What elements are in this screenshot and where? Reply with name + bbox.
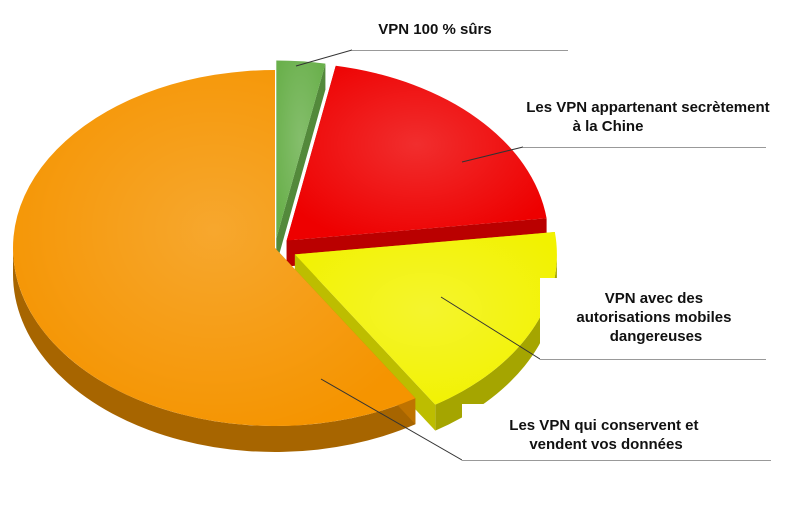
slice-cut-safe-1 bbox=[276, 63, 326, 265]
slice-label-permissions-line-3: dangereuses bbox=[610, 328, 703, 345]
slice-shine-permissions bbox=[294, 232, 557, 405]
slice-labels: VPN 100 % sûrs Les VPN appartenant secrè… bbox=[378, 21, 774, 453]
slice-label-china-line-1: Les VPN appartenant secrètement bbox=[526, 99, 769, 116]
slice-shine-china bbox=[286, 65, 547, 241]
slice-label-china-line-2: à la Chine bbox=[573, 118, 644, 135]
slice-side-sell bbox=[13, 248, 416, 452]
label-box-sell bbox=[462, 404, 771, 460]
pie-slices bbox=[13, 60, 557, 452]
slice-shine-safe bbox=[276, 60, 326, 239]
slice-label-sell-line-2: vendent vos données bbox=[529, 436, 682, 453]
slice-side-permissions bbox=[435, 254, 557, 431]
slice-label-safe-line-1: VPN 100 % sûrs bbox=[378, 21, 491, 38]
slice-label-china: Les VPN appartenant secrètement à la Chi… bbox=[526, 99, 774, 135]
label-boxes bbox=[352, 8, 771, 460]
slice-label-permissions: VPN avec des autorisations mobiles dange… bbox=[576, 290, 735, 345]
slice-label-sell: Les VPN qui conservent et vendent vos do… bbox=[509, 417, 702, 453]
slice-label-safe: VPN 100 % sûrs bbox=[378, 21, 491, 38]
label-box-permissions bbox=[540, 278, 766, 359]
slice-label-sell-line-1: Les VPN qui conservent et bbox=[509, 417, 698, 434]
slice-label-permissions-line-2: autorisations mobiles bbox=[576, 309, 731, 326]
label-box-safe bbox=[352, 8, 568, 50]
label-box-china bbox=[523, 86, 766, 147]
leader-line-safe bbox=[295, 49, 568, 67]
slice-shine-sell bbox=[13, 70, 416, 426]
slice-label-permissions-line-1: VPN avec des bbox=[605, 290, 703, 307]
